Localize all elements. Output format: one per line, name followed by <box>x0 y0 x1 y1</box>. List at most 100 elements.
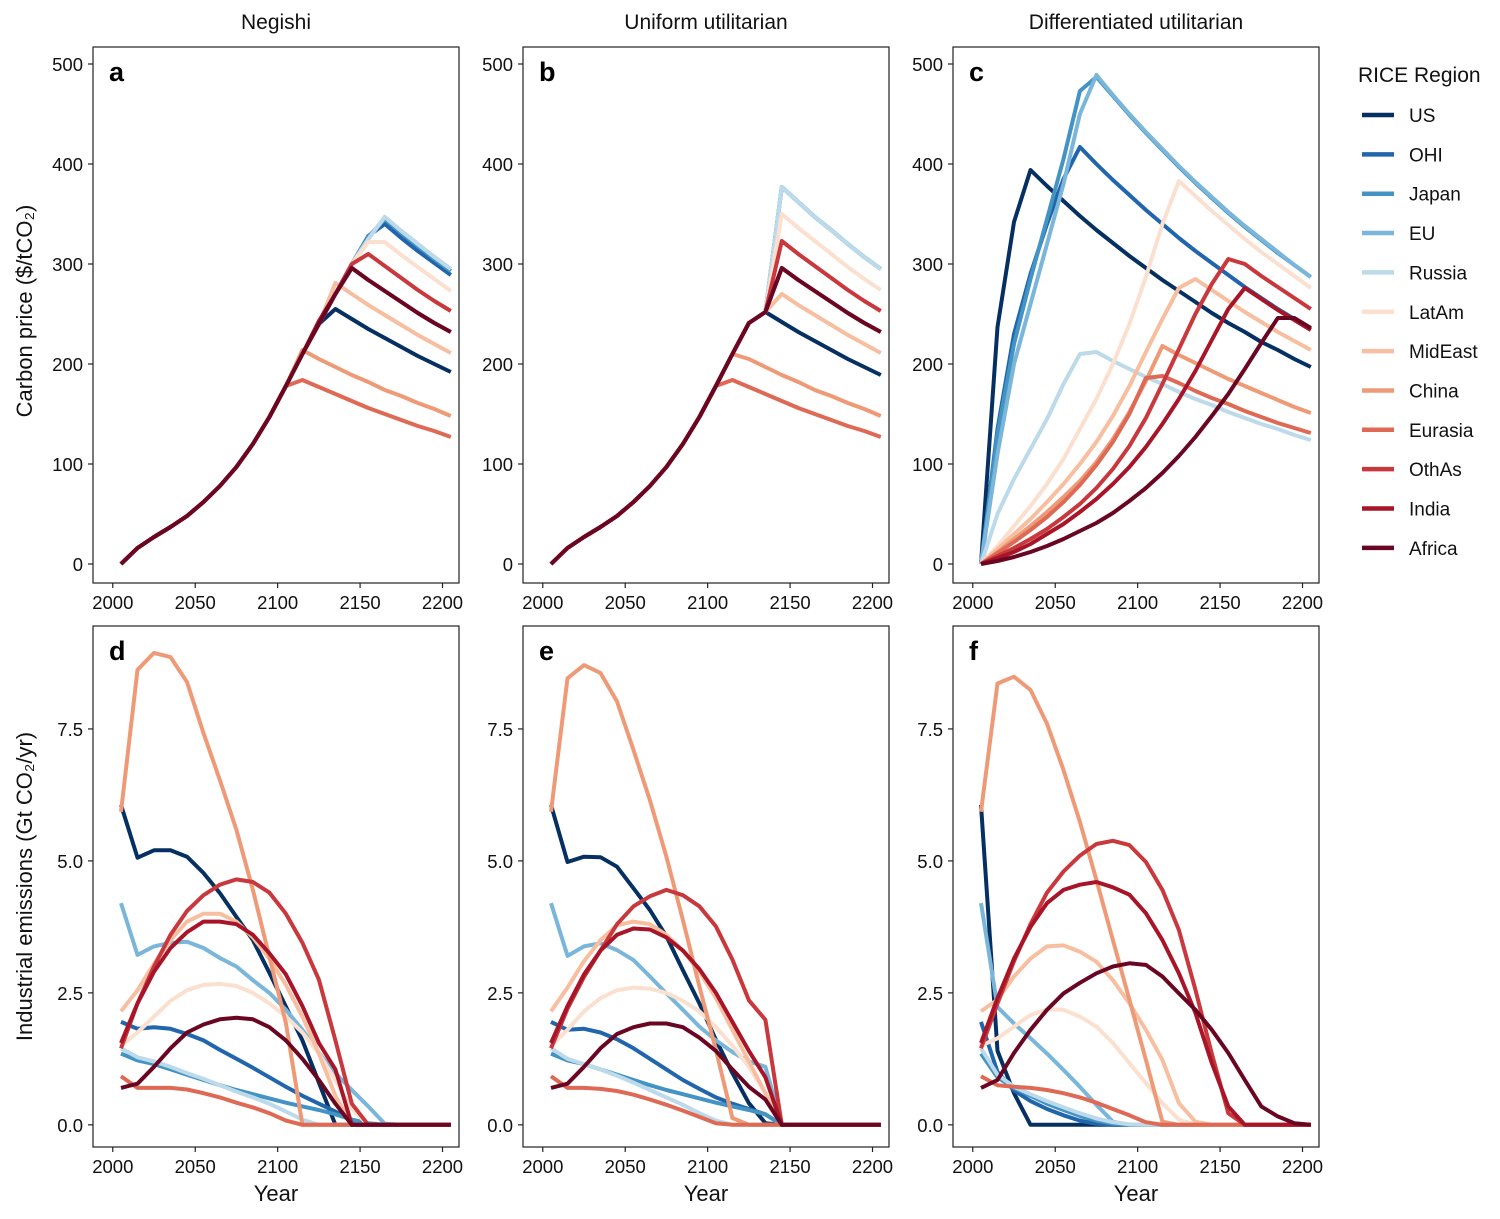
series-line-ohi <box>549 185 882 566</box>
y-tick-label: 400 <box>912 154 943 175</box>
x-tick-label: 2000 <box>92 1156 133 1177</box>
x-tick-label: 2050 <box>175 1156 216 1177</box>
legend-label: MidEast <box>1409 342 1478 363</box>
y-tick-label: 400 <box>52 154 83 175</box>
y-tick-label: 2.5 <box>487 983 513 1004</box>
legend-item-india: India <box>1362 500 1451 521</box>
legend-label: China <box>1409 381 1459 402</box>
series-line-mideast <box>979 277 1312 566</box>
column-title-differentiated-utilitarian: Differentiated utilitarian <box>1029 11 1243 34</box>
plot-frame <box>522 46 890 584</box>
y-tick-label: 0.0 <box>917 1115 943 1136</box>
x-tick-label: 2100 <box>257 1156 298 1177</box>
series-line-eu <box>119 215 452 566</box>
series-line-africa <box>120 1015 451 1127</box>
series-line-japan <box>119 217 452 566</box>
panel-letter: d <box>109 636 126 666</box>
legend-item-africa: Africa <box>1362 539 1458 560</box>
x-tick-label: 2150 <box>1200 1156 1241 1177</box>
series-line-ohi <box>120 1020 451 1127</box>
x-tick-label: 2050 <box>1035 592 1076 613</box>
series-lines <box>549 663 881 1127</box>
panel-letter: b <box>539 57 556 87</box>
x-tick-label: 2100 <box>1117 592 1158 613</box>
x-tick-label: 2200 <box>422 592 463 613</box>
x-tick-label: 2050 <box>605 592 646 613</box>
plot-frame <box>522 625 890 1148</box>
legend-item-china: China <box>1362 381 1459 402</box>
plot-frame <box>952 625 1320 1148</box>
series-line-eu <box>549 185 882 566</box>
panel-letter: c <box>969 57 984 87</box>
series-line-africa <box>980 316 1312 566</box>
series-line-india <box>980 286 1312 566</box>
series-line-africa <box>549 266 882 566</box>
legend-item-ohi: OHI <box>1362 145 1443 166</box>
series-line-china <box>119 650 451 1127</box>
y-tick-label: 500 <box>482 54 513 75</box>
series-line-russia <box>549 185 882 566</box>
y-tick-label: 7.5 <box>57 719 83 740</box>
legend-label: EU <box>1409 224 1435 245</box>
series-line-eurasia <box>549 378 882 566</box>
series-line-russia <box>119 215 452 566</box>
series-line-india <box>549 266 882 566</box>
panel-c: 2000 2050 2100 2150 2200 0 100 200 300 400 500 c <box>912 46 1323 613</box>
y-axis-title: Carbon price ($/tCO₂) <box>12 205 37 418</box>
x-tick-label: 2050 <box>605 1156 646 1177</box>
column-title-uniform-utilitarian: Uniform utilitarian <box>624 11 787 34</box>
x-axis-title: Year <box>684 1181 728 1206</box>
x-tick-label: 2150 <box>770 592 811 613</box>
plot-frame <box>92 46 460 584</box>
legend-label: US <box>1409 106 1435 127</box>
series-line-us <box>979 168 1312 565</box>
y-tick-label: 2.5 <box>57 983 83 1004</box>
y-tick-label: 500 <box>52 54 83 75</box>
x-axis-title: Year <box>254 1181 298 1206</box>
series-line-africa <box>980 961 1311 1127</box>
y-tick-label: 0 <box>73 554 83 575</box>
series-line-russia <box>549 1046 881 1127</box>
x-tick-label: 2000 <box>952 1156 993 1177</box>
series-line-china <box>549 663 881 1127</box>
x-tick-label: 2100 <box>687 1156 728 1177</box>
y-tick-label: 5.0 <box>917 851 943 872</box>
legend-label: Africa <box>1409 539 1458 560</box>
x-tick-label: 2000 <box>522 1156 563 1177</box>
series-line-mideast <box>119 281 452 566</box>
legend-item-eu: EU <box>1362 224 1435 245</box>
y-tick-label: 100 <box>482 454 513 475</box>
series-line-latam <box>979 179 1312 566</box>
series-lines <box>119 650 451 1127</box>
y-tick-label: 100 <box>912 454 943 475</box>
x-tick-label: 2100 <box>687 592 728 613</box>
y-tick-label: 0 <box>503 554 513 575</box>
legend-item-us: US <box>1362 106 1435 127</box>
series-line-india <box>979 880 1311 1127</box>
panel-letter: f <box>969 636 979 666</box>
legend-label: Eurasia <box>1409 421 1474 442</box>
y-tick-label: 300 <box>52 254 83 275</box>
series-line-othas <box>549 239 882 566</box>
y-tick-label: 200 <box>52 354 83 375</box>
panel-a: 2000 2050 2100 2150 2200 0 100 200 300 400 500 a Car… <box>12 46 463 613</box>
panel-f: 2000 2050 2100 2150 2200 0.0 2.5 5.0 7.5 f Year <box>917 625 1323 1206</box>
series-line-latam <box>119 240 452 566</box>
x-tick-label: 2150 <box>770 1156 811 1177</box>
series-line-japan <box>549 185 882 566</box>
y-tick-label: 200 <box>482 354 513 375</box>
x-tick-label: 2200 <box>1282 592 1323 613</box>
series-line-mideast <box>549 292 882 566</box>
series-line-china <box>979 674 1311 1127</box>
series-line-eu <box>979 73 1312 565</box>
y-tick-label: 300 <box>912 254 943 275</box>
legend-label: OHI <box>1409 145 1443 166</box>
y-tick-label: 7.5 <box>487 719 513 740</box>
column-title-negishi: Negishi <box>241 11 311 34</box>
panel-letter: e <box>539 636 554 666</box>
x-tick-label: 2000 <box>522 592 563 613</box>
plot-frame <box>952 46 1320 584</box>
legend-label: Russia <box>1409 263 1468 284</box>
